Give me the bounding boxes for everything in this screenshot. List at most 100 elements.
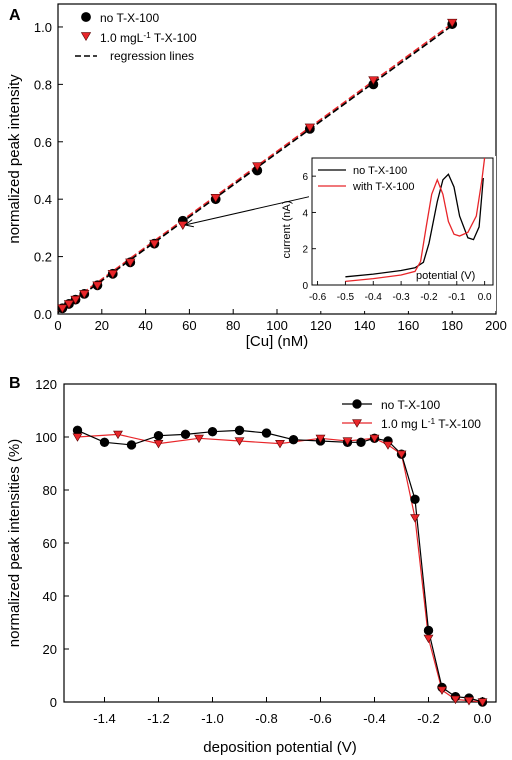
data-point-txx100	[450, 695, 461, 705]
inset-x-tick-label: -0.3	[392, 292, 410, 303]
y-tick-label-b: 40	[43, 589, 57, 604]
inset-legend-label-no-txx100: no T-X-100	[353, 165, 407, 177]
x-tick-label-a: 40	[138, 318, 152, 333]
data-point-no-txx100	[99, 437, 110, 447]
data-point-txx100	[464, 697, 474, 706]
data-point-txx100	[113, 430, 123, 440]
data-point-no-txx100	[234, 425, 245, 436]
inset-line-no-txx100	[345, 173, 484, 278]
panel-label-b: B	[9, 375, 21, 392]
y-tick-label-a: 0.2	[34, 250, 52, 265]
plot-frame-b	[63, 383, 497, 703]
legend-label-regression: regression lines	[110, 49, 194, 63]
inset-y-tick-label: 4	[302, 208, 308, 219]
data-point-txx100	[107, 270, 118, 279]
y-axis-label-b: normalized peak intensities (%)	[6, 439, 23, 647]
x-tick-label-b: 0.0	[473, 711, 491, 726]
x-tick-label-a: 80	[226, 318, 240, 333]
y-tick-label-a: 0.0	[34, 307, 52, 322]
data-point-txx100	[72, 433, 83, 442]
y-tick-label-b: 20	[43, 642, 57, 657]
legend-label-b-txx100: 1.0 mg L-1 T-X-100	[381, 416, 481, 431]
x-tick-label-b: -0.8	[255, 711, 277, 726]
data-point-txx100	[368, 76, 379, 86]
y-tick-label-b: 120	[35, 377, 57, 392]
y-tick-label-a: 0.4	[34, 192, 52, 207]
y-tick-label-a: 0.6	[34, 135, 52, 150]
data-point-txx100	[210, 194, 221, 203]
data-point-txx100	[275, 440, 285, 449]
data-point-txx100	[194, 434, 204, 444]
data-point-txx100	[447, 18, 458, 28]
y-tick-label-a: 1.0	[34, 20, 52, 35]
data-point-no-txx100	[153, 430, 164, 441]
inset-x-tick-label: -0.6	[309, 292, 327, 303]
data-point-no-txx100	[410, 494, 420, 504]
legend-marker-b-no-txx100	[352, 399, 362, 409]
y-tick-label-b: 0	[50, 695, 57, 710]
panel-a: 0 20 40 60 80 100 120 140 160 180 2000.00.20.40.60…	[6, 3, 507, 350]
data-point-txx100	[70, 295, 81, 305]
legend-label-txx100: 1.0 mgL-1 T-X-100	[100, 30, 197, 45]
data-point-no-txx100	[180, 429, 191, 440]
x-axis-label-a: [Cu] (nM)	[246, 333, 309, 350]
series-line-no-txx100	[77, 429, 483, 703]
data-point-txx100	[396, 450, 407, 459]
y-tick-label-b: 80	[43, 483, 57, 498]
x-tick-label-a: 120	[310, 318, 332, 333]
inset-x-tick-label: -0.4	[365, 292, 383, 303]
data-point-txx100	[153, 440, 164, 449]
x-axis-label-b: deposition potential (V)	[203, 739, 356, 756]
data-point-txx100	[437, 686, 447, 695]
data-point-txx100	[342, 437, 353, 446]
data-point-txx100	[369, 434, 380, 444]
x-tick-label-a: 20	[95, 318, 109, 333]
panel-label-a: A	[9, 7, 21, 24]
data-point-no-txx100	[356, 437, 366, 447]
legend-marker-txx100	[80, 32, 92, 41]
data-point-no-txx100	[261, 428, 272, 438]
x-tick-label-b: -1.0	[201, 711, 223, 726]
data-point-txx100	[149, 239, 160, 249]
inset-line-with-txx100	[345, 157, 486, 283]
x-tick-label-a: 60	[182, 318, 196, 333]
data-point-no-txx100	[207, 427, 218, 437]
inset-legend-label-with-txx100: with T-X-100	[352, 181, 415, 193]
x-tick-label-a: 0	[54, 318, 61, 333]
inset-y-tick-label: 0	[302, 281, 308, 292]
arrow-head	[183, 219, 194, 228]
x-tick-label-b: -0.4	[363, 711, 385, 726]
inset-frame	[311, 157, 494, 286]
inset-y-axis-label: current (nA)	[281, 200, 293, 258]
data-point-txx100	[63, 300, 75, 309]
x-tick-label-b: -1.2	[147, 711, 169, 726]
legend-marker-no-txx100	[81, 12, 91, 22]
y-tick-label-b: 60	[43, 536, 57, 551]
inset-x-tick-label: -0.2	[420, 292, 438, 303]
x-tick-label-a: 140	[354, 318, 376, 333]
data-point-txx100	[423, 634, 434, 644]
data-point-txx100	[57, 304, 68, 314]
inset-x-tick-label: -0.5	[337, 292, 355, 303]
y-tick-label-a: 0.8	[34, 77, 52, 92]
inset-x-tick-label: -0.1	[448, 292, 466, 303]
legend-label-b-no-txx100: no T-X-100	[381, 398, 440, 412]
inset-y-tick-label: 6	[302, 172, 308, 183]
x-tick-label-b: -0.6	[309, 711, 331, 726]
data-point-no-txx100	[423, 625, 434, 636]
data-point-txx100	[383, 441, 393, 450]
x-tick-label-a: 200	[485, 318, 507, 333]
data-point-txx100	[252, 162, 263, 172]
data-point-no-txx100	[288, 434, 299, 445]
x-tick-label-a: 100	[266, 318, 288, 333]
legend-marker-b-txx100	[352, 419, 362, 428]
y-tick-label-b: 100	[35, 430, 57, 445]
data-point-txx100	[315, 434, 326, 444]
x-tick-label-b: -0.2	[417, 711, 439, 726]
inset-x-tick-label: 0.0	[478, 292, 492, 303]
x-tick-label-a: 180	[441, 318, 463, 333]
data-point-no-txx100	[126, 440, 137, 450]
data-point-txx100	[410, 514, 420, 523]
data-point-txx100	[477, 698, 488, 707]
